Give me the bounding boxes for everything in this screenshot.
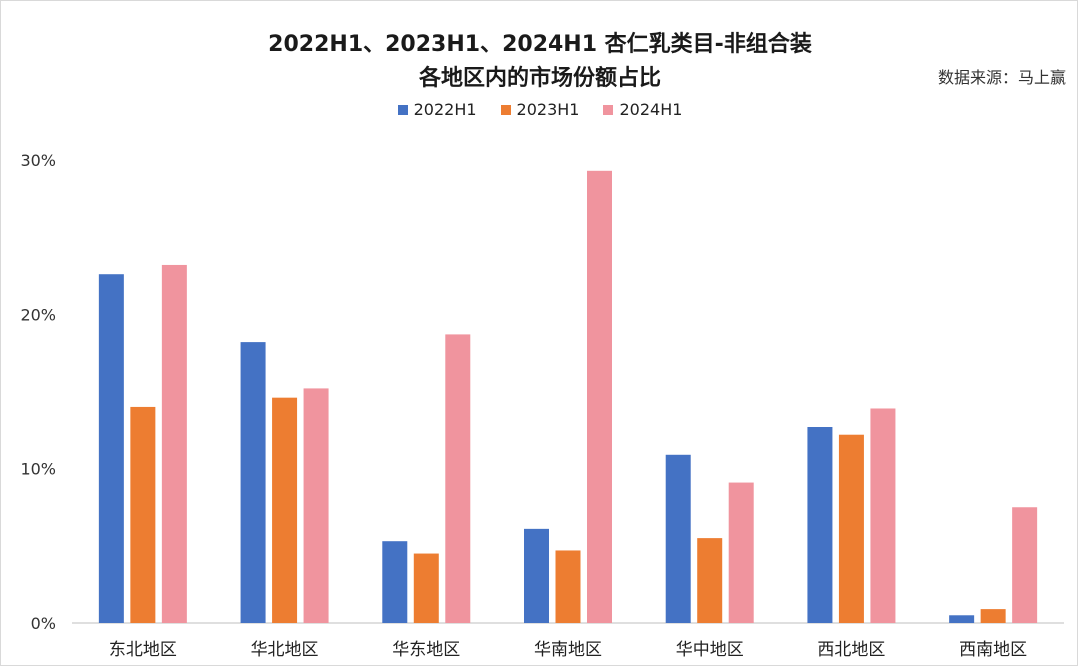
bar-2022h1-5: [807, 427, 833, 623]
bar-2022h1-3: [524, 528, 549, 623]
bar-2024h1-2: [445, 334, 471, 623]
bar-2023h1-1: [272, 397, 298, 623]
legend-item-2023h1: 2023H1: [500, 100, 580, 119]
legend-label-2024h1: 2024H1: [619, 100, 683, 119]
y-tick-label: 10%: [20, 460, 56, 479]
legend-swatch-2023h1: [500, 104, 511, 115]
y-tick-label: 20%: [20, 305, 56, 324]
bar-2022h1-1: [240, 342, 266, 623]
legend-swatch-2024h1: [603, 104, 614, 115]
legend-item-2024h1: 2024H1: [603, 100, 682, 119]
legend-label-2022h1: 2022H1: [413, 100, 477, 119]
chart-title: 2022H1、2023H1、2024H1 杏仁乳类目-非组合装: [268, 32, 812, 57]
bar-2024h1-6: [1012, 507, 1038, 623]
bar-2023h1-3: [555, 550, 581, 623]
x-category-label: 华北地区: [251, 640, 319, 660]
bar-2024h1-0: [161, 264, 187, 623]
x-category-label: 华南地区: [534, 640, 602, 660]
bar-2023h1-4: [697, 538, 723, 623]
bar-2022h1-4: [665, 454, 691, 623]
bar-2024h1-3: [587, 170, 612, 624]
source-note: 数据来源：马上赢: [937, 68, 1066, 87]
bar-2022h1-6: [949, 615, 975, 623]
chart-subtitle: 各地区内的市场份额占比: [418, 66, 661, 91]
x-category-label: 东北地区: [109, 640, 177, 660]
legend-label-2023h1: 2023H1: [516, 100, 580, 119]
bar-2024h1-1: [303, 388, 329, 623]
bar-2024h1-4: [728, 482, 754, 623]
x-category-label: 西南地区: [959, 640, 1027, 660]
y-tick-label: 0%: [31, 614, 56, 633]
legend-item-2022h1: 2022H1: [397, 100, 477, 119]
bar-2023h1-5: [838, 434, 864, 623]
bar-2022h1-2: [382, 541, 408, 623]
bar-2022h1-0: [98, 274, 124, 623]
legend-swatch-2022h1: [397, 104, 408, 115]
x-category-label: 华中地区: [676, 640, 744, 660]
bar-2023h1-6: [980, 609, 1006, 623]
bar-2023h1-0: [130, 406, 156, 623]
x-category-label: 华东地区: [392, 640, 460, 660]
bar-2023h1-2: [413, 553, 439, 623]
legend: 2022H1 2023H1 2024H1: [0, 100, 1080, 119]
y-tick-label: 30%: [20, 151, 56, 170]
bar-2024h1-5: [870, 408, 896, 623]
x-category-label: 西北地区: [817, 640, 885, 660]
